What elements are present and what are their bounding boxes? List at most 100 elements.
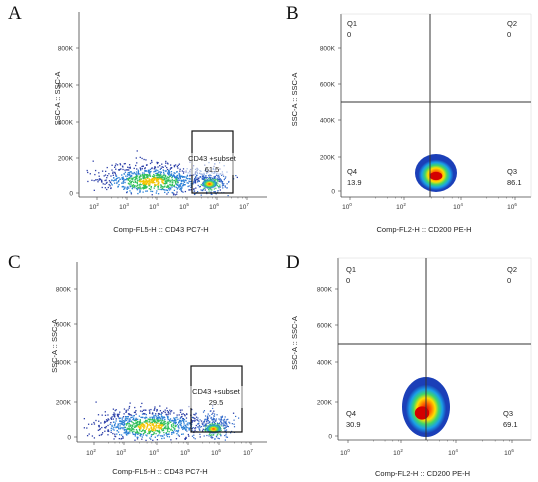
event-dot: [146, 182, 149, 184]
event-dot: [167, 413, 169, 416]
event-dot: [193, 188, 195, 190]
event-dot: [175, 422, 177, 424]
event-dot: [139, 434, 141, 437]
event-dot: [130, 181, 132, 184]
event-dot: [120, 438, 122, 440]
event-dot: [132, 180, 134, 182]
event-dot: [138, 421, 140, 423]
event-dot: [194, 179, 197, 182]
event-dot: [136, 422, 138, 425]
event-dot: [194, 178, 196, 180]
event-dot: [224, 430, 226, 432]
x-tick-label: 105: [180, 448, 190, 457]
event-dot: [118, 413, 120, 415]
event-dot: [191, 430, 193, 432]
event-dot: [153, 419, 156, 421]
event-dot: [184, 438, 186, 440]
event-dot: [155, 416, 157, 418]
event-dot: [112, 408, 115, 410]
event-dot: [114, 422, 117, 424]
quadrant-name-q1: Q1: [347, 19, 357, 28]
event-dot: [141, 422, 143, 424]
event-dot: [151, 433, 154, 436]
event-dot: [151, 429, 153, 431]
event-dot: [139, 191, 141, 193]
event-dot: [159, 410, 162, 412]
event-dot: [150, 408, 152, 411]
event-dot: [144, 421, 146, 423]
y-tick-label: 200K: [317, 400, 333, 407]
event-dot: [134, 406, 136, 409]
event-dot: [163, 437, 165, 439]
event-dot: [168, 189, 171, 191]
event-dot: [154, 425, 157, 427]
event-dot: [132, 433, 134, 436]
event-dot: [132, 186, 135, 188]
event-dot: [217, 178, 219, 181]
event-dot: [93, 437, 96, 439]
event-dot: [126, 188, 128, 190]
event-dot: [136, 425, 138, 427]
event-dot: [223, 183, 225, 185]
event-dot: [105, 179, 107, 181]
event-dot: [162, 166, 164, 169]
event-dot: [233, 423, 235, 425]
event-dot: [179, 420, 181, 423]
event-dot: [220, 424, 222, 426]
event-dot: [146, 426, 148, 428]
event-dot: [151, 417, 154, 419]
event-dot: [177, 426, 179, 428]
event-dot: [156, 427, 158, 429]
event-dot: [157, 412, 160, 415]
event-dot: [169, 419, 171, 421]
event-dot: [112, 171, 114, 173]
event-dot: [129, 420, 132, 422]
event-dot: [142, 423, 144, 425]
event-dot: [97, 414, 100, 416]
event-dot: [220, 434, 222, 436]
event-dot: [113, 180, 115, 182]
event-dot: [190, 184, 192, 186]
event-dot: [135, 418, 138, 420]
event-dot: [156, 179, 158, 181]
event-dot: [232, 412, 235, 414]
event-dot: [133, 411, 136, 414]
x-tick-label: 107: [239, 202, 249, 211]
event-dot: [224, 421, 226, 424]
event-dot: [180, 183, 183, 185]
event-dot: [113, 412, 115, 414]
event-dot: [160, 184, 162, 186]
event-dot: [156, 420, 159, 422]
event-dot: [183, 418, 185, 421]
event-dot: [212, 420, 214, 423]
event-dot: [169, 409, 171, 411]
event-dot: [217, 434, 219, 436]
event-dot: [142, 409, 145, 411]
event-dot: [154, 177, 157, 179]
event-dot: [154, 421, 156, 423]
event-dot: [188, 429, 190, 431]
y-tick-label: 600K: [317, 323, 333, 330]
event-dot: [144, 424, 146, 426]
event-dot: [213, 410, 215, 412]
event-dot: [110, 417, 112, 419]
event-dot: [176, 193, 178, 195]
event-dot: [125, 175, 127, 177]
event-dot: [216, 422, 219, 424]
event-dot: [226, 436, 229, 438]
event-dot: [130, 191, 132, 194]
event-dot: [214, 191, 216, 193]
event-dot: [189, 189, 191, 191]
event-dot: [153, 426, 155, 428]
event-dot: [155, 172, 157, 175]
event-dot: [179, 170, 181, 172]
event-dot: [187, 185, 189, 188]
event-dot: [178, 421, 180, 423]
event-dot: [133, 419, 135, 421]
event-dot: [154, 419, 156, 421]
event-dot: [171, 433, 173, 435]
y-tick-label: 800K: [317, 287, 333, 294]
event-dot: [162, 188, 164, 191]
event-dot: [176, 423, 179, 426]
event-dot: [167, 186, 169, 188]
